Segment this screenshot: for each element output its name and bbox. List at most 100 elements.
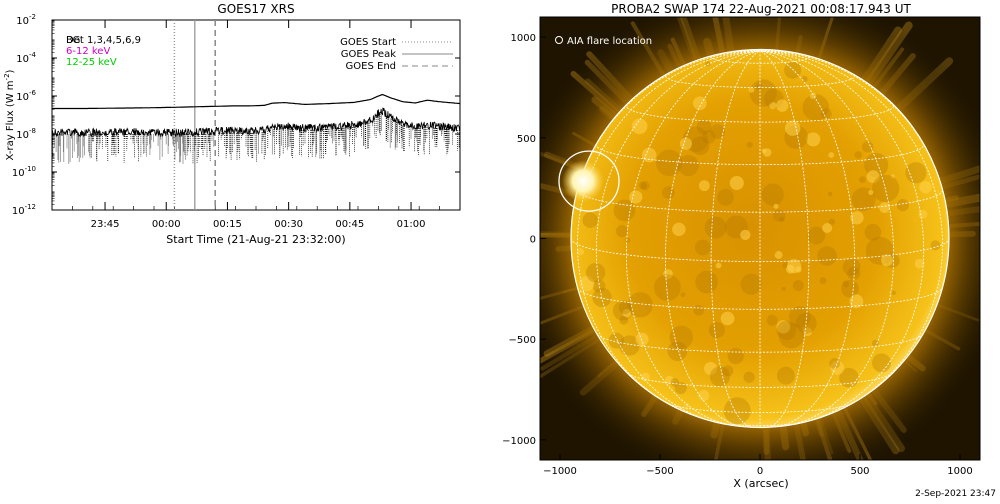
- bright-point: [640, 372, 650, 382]
- y-axis-label-close: ): [5, 69, 16, 73]
- dark-region: [655, 149, 683, 177]
- grid-line: [759, 50, 810, 428]
- bright-point: [715, 262, 722, 269]
- dark-region: [704, 216, 727, 239]
- dark-region: [619, 335, 640, 356]
- bright-point: [641, 147, 657, 163]
- dark-region: [930, 240, 941, 251]
- bright-point: [809, 92, 817, 99]
- bright-point: [774, 251, 783, 259]
- x-axis: 23:45 00:00 00:15 00:30 00:45 01:00: [51, 20, 461, 230]
- dark-region: [674, 381, 687, 395]
- dark-region: [705, 61, 711, 67]
- chart-title: GOES17 XRS: [217, 2, 294, 16]
- legend-label: GOES Start: [340, 37, 396, 48]
- bright-point: [720, 311, 735, 326]
- dark-region: [842, 258, 861, 277]
- image-x-tick-label: 0: [757, 466, 763, 477]
- bright-point: [579, 276, 595, 292]
- dark-region: [842, 280, 850, 288]
- x-axis-label: Start Time (21-Aug-21 23:32:00): [166, 233, 345, 246]
- dark-region: [872, 353, 892, 373]
- y-tick-base: 10: [12, 206, 25, 217]
- grid-line: [625, 50, 761, 426]
- bright-point: [704, 361, 718, 376]
- dark-region: [582, 212, 598, 228]
- y-axis-label-exp: -2: [3, 73, 11, 80]
- bright-point: [672, 222, 686, 237]
- dark-region: [828, 218, 836, 225]
- dark-region: [613, 199, 636, 222]
- bright-point: [866, 170, 880, 184]
- channel-label: 6-12 keV: [66, 46, 110, 57]
- x-tick-label: 00:45: [335, 219, 364, 230]
- dark-region: [625, 237, 631, 243]
- dark-region: [829, 358, 840, 369]
- x-tick-label: 00:30: [274, 219, 303, 230]
- y-tick-base: 10: [12, 168, 25, 179]
- grid-line: [665, 50, 761, 428]
- grid-line: [759, 50, 925, 424]
- dark-region: [839, 368, 859, 388]
- flare-glow: [562, 160, 604, 203]
- bright-point: [698, 389, 710, 402]
- y-tick-base: 10: [16, 54, 29, 65]
- bright-point: [828, 152, 835, 159]
- series-line-1: [52, 107, 460, 138]
- event-markers: [173, 20, 216, 210]
- dark-region: [789, 306, 811, 328]
- image-title: PROBA2 SWAP 174 22-Aug-2021 00:08:17.943…: [611, 2, 911, 16]
- grid-line: [759, 50, 944, 409]
- dark-region: [779, 217, 785, 223]
- y-tick-label: 10-8: [16, 127, 36, 141]
- dark-region: [749, 79, 777, 107]
- y-tick-exp: -4: [29, 51, 37, 59]
- solar-limb: [570, 48, 950, 429]
- legend-label: AIA flare location: [567, 36, 652, 47]
- dark-region: [608, 332, 625, 349]
- flare-circle: [558, 150, 620, 212]
- y-tick-label: 10-12: [12, 203, 36, 217]
- dark-region: [670, 378, 679, 387]
- bright-point: [849, 294, 864, 309]
- y-tick-exp: -6: [29, 89, 37, 97]
- grid-line: [577, 287, 943, 310]
- dark-region: [861, 141, 874, 153]
- dark-region: [854, 151, 863, 159]
- dark-region: [615, 225, 629, 238]
- dark-region: [680, 292, 686, 298]
- plot-frame: [51, 19, 461, 211]
- grid-line: [710, 50, 761, 428]
- dark-region: [592, 279, 606, 293]
- dark-region: [820, 108, 832, 120]
- dark-region: [871, 339, 879, 347]
- bright-point: [762, 148, 772, 157]
- x-tick-label: 01:00: [397, 219, 426, 230]
- bright-point: [748, 87, 755, 93]
- grid-line: [759, 50, 855, 428]
- bright-point: [919, 180, 932, 194]
- dark-region: [653, 274, 681, 301]
- solar-disk: [571, 49, 949, 428]
- image-y-tick-label: −500: [509, 335, 536, 346]
- dark-region: [776, 366, 795, 385]
- dark-region: [781, 286, 786, 291]
- dark-region: [619, 315, 629, 325]
- bright-point: [890, 174, 895, 179]
- dark-region: [638, 181, 647, 190]
- y-tick-exp: -8: [29, 127, 36, 135]
- footer-timestamp: 2-Sep-2021 23:47: [915, 489, 996, 499]
- bright-point: [635, 332, 649, 346]
- grid-line: [759, 50, 895, 426]
- dark-region: [723, 397, 751, 425]
- image-x-tick-label: 1000: [947, 466, 972, 477]
- bright-point: [698, 180, 710, 192]
- image-x-tick-label: 500: [850, 466, 869, 477]
- dark-region: [627, 292, 653, 318]
- dark-region: [708, 322, 725, 339]
- y-tick-label: 10-2: [16, 13, 36, 27]
- bright-point: [868, 189, 874, 196]
- bright-point: [629, 190, 643, 204]
